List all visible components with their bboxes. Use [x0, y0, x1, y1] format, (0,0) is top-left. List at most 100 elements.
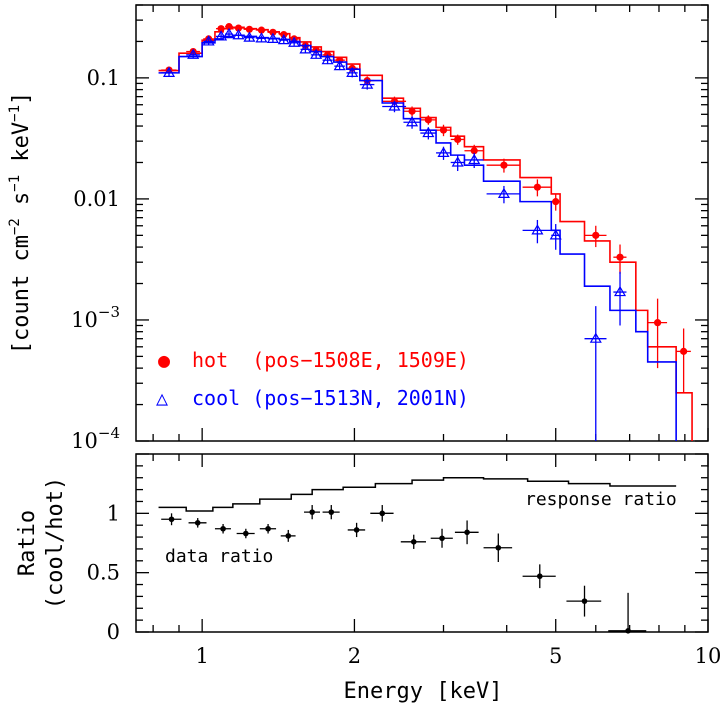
spectrum-y-axis-label: [count cm−2 s−1 keV−1] — [7, 92, 34, 355]
cool-point — [437, 146, 450, 157]
cool-point — [497, 187, 510, 199]
cool-point — [346, 66, 359, 77]
ratio-y-axis-label-line1: Ratio — [15, 510, 40, 576]
cool-point — [388, 100, 401, 111]
x-tick-label: 10 — [695, 644, 722, 668]
spectrum-panel: 0.1 0.01 10−3 10−4 [count cm−2 s−1 keV−1] ●… — [7, 4, 709, 453]
cool-point — [549, 229, 562, 240]
ratio-point — [625, 628, 631, 634]
ratio-point — [410, 539, 417, 545]
legend: ● hot (pos−1508E, 1509E) △ cool (pos−151… — [156, 348, 469, 410]
cool-point — [451, 156, 464, 167]
hot-point — [217, 25, 225, 33]
series-hot — [158, 23, 693, 441]
cool-point — [321, 54, 334, 65]
ratio-point — [168, 516, 175, 523]
spectrum-series — [158, 23, 693, 441]
hot-point — [408, 107, 416, 115]
ratio-point — [194, 520, 201, 526]
hot-point — [680, 347, 688, 355]
y-tick-label: 1 — [107, 501, 120, 525]
hot-point — [533, 183, 542, 191]
cool-point — [333, 59, 346, 71]
cool-point — [232, 29, 245, 40]
hot-point — [454, 135, 462, 144]
cool-point — [255, 32, 268, 43]
ratio-point — [220, 525, 226, 532]
ratio-point — [243, 530, 249, 537]
hot-point — [257, 26, 266, 34]
x-tick-labels: 1 2 5 10 — [195, 644, 721, 668]
y-tick-label: 10−4 — [71, 424, 120, 453]
ratio-y-axis-label-line2: (cool/hot) — [43, 477, 68, 609]
series-cool — [158, 27, 677, 441]
hot-point — [234, 24, 243, 32]
legend-hot-marker: ● — [158, 348, 170, 372]
ratio-series — [158, 476, 677, 634]
hot-point — [592, 231, 600, 239]
hot-model-line — [158, 26, 693, 441]
hot-point — [616, 253, 624, 261]
hot-point — [225, 23, 233, 31]
ratio-point — [309, 509, 315, 515]
ratio-point — [328, 509, 335, 515]
cool-point — [243, 31, 256, 42]
cool-point — [222, 27, 236, 39]
hot-point — [552, 198, 560, 206]
cool-model-line — [158, 34, 677, 441]
ratio-point — [353, 527, 360, 533]
cool-point — [422, 126, 435, 138]
ratio-point — [265, 525, 271, 532]
ratio-axis-ticks — [136, 453, 709, 633]
legend-hot-label: hot (pos−1508E, 1509E) — [192, 348, 469, 372]
ratio-y-tick-labels: 00.51 — [87, 501, 120, 644]
spectrum-plot-frame — [135, 4, 709, 442]
cool-point — [277, 33, 290, 45]
x-axis-label: Energy [keV] — [344, 679, 503, 704]
cool-point — [531, 224, 544, 235]
y-tick-label: 0.01 — [73, 187, 120, 211]
x-tick-label: 2 — [348, 644, 361, 668]
cool-point — [288, 36, 301, 47]
cool-point — [162, 66, 176, 77]
hot-point — [470, 147, 478, 155]
y-tick-label: 10−3 — [71, 303, 120, 332]
cool-point — [266, 32, 279, 43]
cool-point — [406, 116, 419, 127]
cool-point — [589, 332, 602, 343]
ratio-plot-frame — [135, 453, 709, 633]
cool-point — [215, 30, 228, 41]
hot-point — [500, 161, 508, 169]
hot-point — [424, 116, 432, 124]
hot-point — [245, 25, 254, 33]
data-ratio-annotation: data ratio — [165, 546, 273, 567]
ratio-point — [439, 535, 445, 542]
ratio-point — [285, 533, 292, 539]
series-data-ratio — [161, 505, 647, 634]
ratio-point — [495, 544, 502, 551]
hot-point — [654, 319, 662, 327]
x-tick-label: 1 — [195, 644, 208, 668]
cool-point — [361, 78, 374, 89]
ratio-point — [379, 510, 386, 517]
ratio-point — [581, 598, 588, 604]
x-tick-label: 5 — [549, 644, 562, 668]
hot-point — [439, 126, 448, 134]
series-response-ratio — [158, 476, 677, 512]
y-tick-label: 0.1 — [87, 66, 120, 90]
y-tick-label: 0 — [107, 620, 120, 644]
cool-point — [202, 35, 215, 46]
y-tick-label: 0.5 — [87, 561, 120, 585]
cool-point — [613, 285, 627, 297]
legend-cool-label: cool (pos−1513N, 2001N) — [192, 386, 469, 410]
cool-point — [310, 48, 323, 59]
spectrum-axis-ticks — [136, 4, 709, 442]
response-ratio-line — [158, 476, 677, 512]
ratio-point — [464, 529, 470, 536]
hot-point — [269, 28, 277, 36]
cool-point — [468, 153, 481, 165]
response-ratio-annotation: response ratio — [525, 489, 677, 510]
cool-point — [299, 43, 312, 54]
ratio-panel: 00.51 Ratio (cool/hot) response ratio da… — [15, 453, 709, 644]
